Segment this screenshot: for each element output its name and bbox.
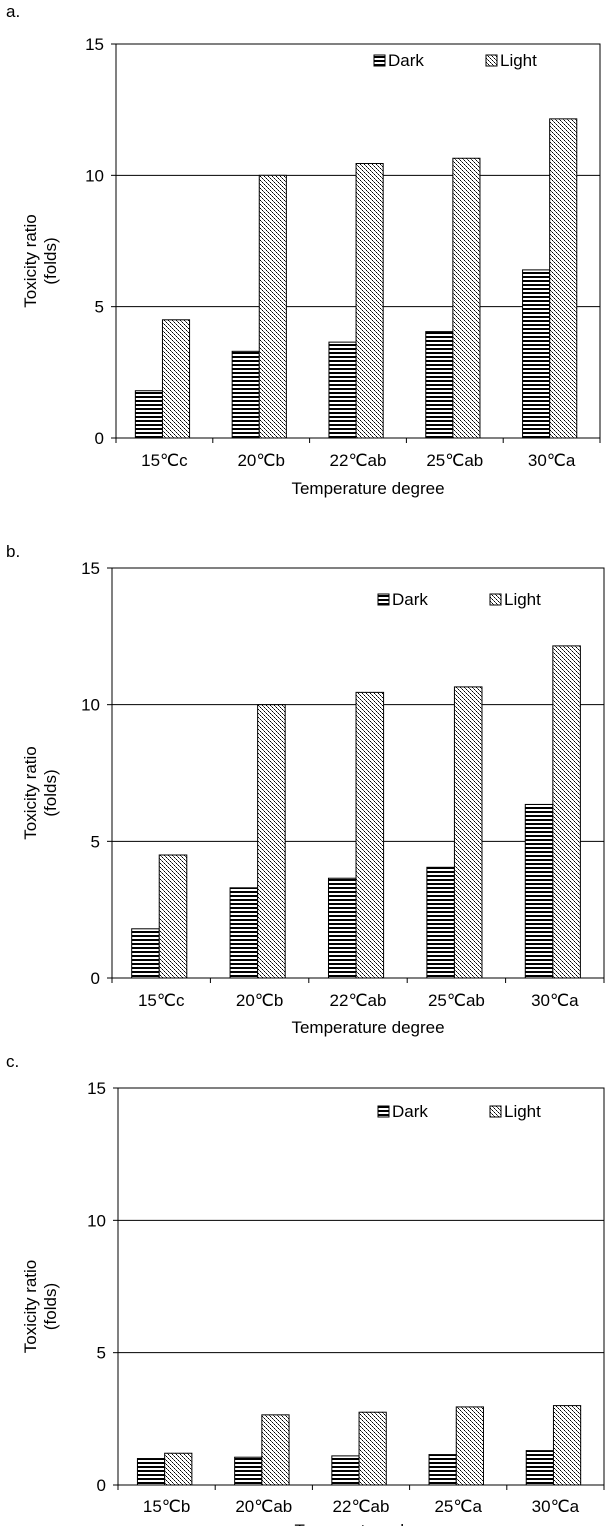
bar-chart-b: 0 5 10 15 15℃c 20℃b 22℃ab 25℃ab 30℃a Dark Light Tem… (21, 559, 605, 1037)
bar-dark-2 (331, 1455, 360, 1486)
bar-light-1 (257, 704, 286, 979)
legend-swatch-dark (377, 1105, 390, 1118)
legend-label-dark: Dark (388, 51, 424, 70)
bar-light-0 (158, 854, 188, 979)
y-tick-label: 10 (81, 696, 100, 715)
bar-dark-2 (327, 877, 357, 979)
x-tick-label: 30℃a (528, 451, 576, 470)
bar-light-3 (455, 1406, 484, 1486)
panel-label-c: c. (6, 1052, 20, 1071)
bar-light-2 (355, 163, 384, 439)
x-tick-label: 15℃b (143, 1497, 190, 1516)
y-tick-label: 0 (95, 429, 104, 448)
legend-label-dark: Dark (392, 1102, 428, 1121)
x-tick-label: 15℃c (138, 991, 185, 1010)
x-tick-label: 20℃b (237, 451, 284, 470)
bar-dark-3 (425, 331, 454, 439)
x-axis-label: Temperature degree (291, 479, 444, 498)
bar-light-2 (355, 691, 385, 979)
x-tick-label: 22℃ab (330, 991, 387, 1010)
y-tick-label: 5 (95, 298, 104, 317)
bar-dark-1 (234, 1456, 263, 1486)
y-axis-label: Toxicity ratio(folds) (21, 1260, 60, 1354)
bar-chart-c: 0 5 10 15 15℃b 20℃ab 22℃ab 25℃a 30℃a Dark Light Tem… (21, 1079, 605, 1526)
y-tick-label: 0 (91, 969, 100, 988)
bar-dark-4 (525, 1450, 554, 1486)
bar-dark-0 (134, 390, 163, 439)
bar-chart-a: 0 5 10 15 15℃c 20℃b 22℃ab 25℃ab 30℃a Dark Light Tem… (21, 35, 601, 498)
bar-dark-0 (131, 928, 160, 979)
y-tick-label: 15 (81, 559, 100, 578)
x-tick-label: 25℃a (434, 1497, 482, 1516)
bar-light-1 (261, 1414, 290, 1486)
y-tick-label: 15 (87, 1079, 106, 1098)
legend-swatch-light (489, 593, 502, 606)
chart-panel-b: b. 0 5 10 15 15℃c 20℃b 22℃ab 25℃ab 30℃a Dark Light… (0, 535, 608, 1037)
y-tick-label: 10 (85, 166, 104, 185)
x-tick-label: 25℃ab (428, 991, 485, 1010)
bar-dark-4 (524, 803, 554, 979)
bar-light-3 (452, 157, 481, 439)
y-axis-label: Toxicity ratio(folds) (21, 214, 60, 308)
y-tick-label: 5 (97, 1344, 106, 1363)
chart-panel-a: a. 0 5 10 15 15℃c 20℃b 22℃ab 25℃ab 30℃a Dark Light… (0, 0, 608, 515)
legend-swatch-dark (377, 593, 390, 606)
legend-swatch-dark (373, 54, 386, 67)
panel-label-b: b. (6, 542, 21, 561)
bar-dark-3 (426, 866, 455, 979)
bar-light-1 (258, 174, 287, 439)
legend-swatch-light (489, 1105, 502, 1118)
bar-dark-2 (328, 341, 357, 439)
panel-label-a: a. (6, 2, 21, 21)
legend-label-dark: Dark (392, 590, 428, 609)
bar-light-4 (552, 1405, 582, 1486)
x-tick-label: 22℃ab (330, 451, 387, 470)
y-tick-label: 0 (97, 1476, 106, 1495)
legend-label-light: Light (500, 51, 537, 70)
x-tick-label: 25℃ab (426, 451, 483, 470)
x-axis-label: Temperature degree (294, 1521, 447, 1526)
bar-dark-3 (428, 1454, 457, 1486)
legend-label-light: Light (504, 590, 541, 609)
bar-light-0 (161, 319, 191, 439)
x-tick-label: 15℃c (141, 451, 188, 470)
bar-dark-1 (231, 350, 260, 439)
x-tick-label: 20℃ab (235, 1497, 292, 1516)
y-tick-label: 10 (87, 1211, 106, 1230)
bar-dark-4 (522, 269, 551, 439)
bar-light-4 (552, 645, 581, 979)
x-axis-label: Temperature degree (291, 1018, 444, 1037)
y-tick-label: 15 (85, 35, 104, 54)
y-axis-label: Toxicity ratio(folds) (21, 746, 60, 840)
legend-swatch-light (485, 54, 498, 67)
x-tick-label: 20℃b (236, 991, 283, 1010)
bar-dark-0 (136, 1458, 166, 1486)
x-tick-label: 30℃a (532, 1497, 580, 1516)
chart-panel-c: c. 0 5 10 15 15℃b 20℃ab 22℃ab 25℃a 30℃a Dark Light… (0, 1050, 608, 1526)
y-tick-label: 5 (91, 832, 100, 851)
bar-light-4 (549, 118, 578, 439)
x-tick-label: 22℃ab (333, 1497, 390, 1516)
legend-label-light: Light (504, 1102, 541, 1121)
bar-light-2 (358, 1411, 387, 1486)
bar-light-0 (164, 1452, 193, 1486)
bar-light-3 (453, 686, 483, 979)
bar-dark-1 (229, 887, 259, 979)
x-tick-label: 30℃a (531, 991, 579, 1010)
